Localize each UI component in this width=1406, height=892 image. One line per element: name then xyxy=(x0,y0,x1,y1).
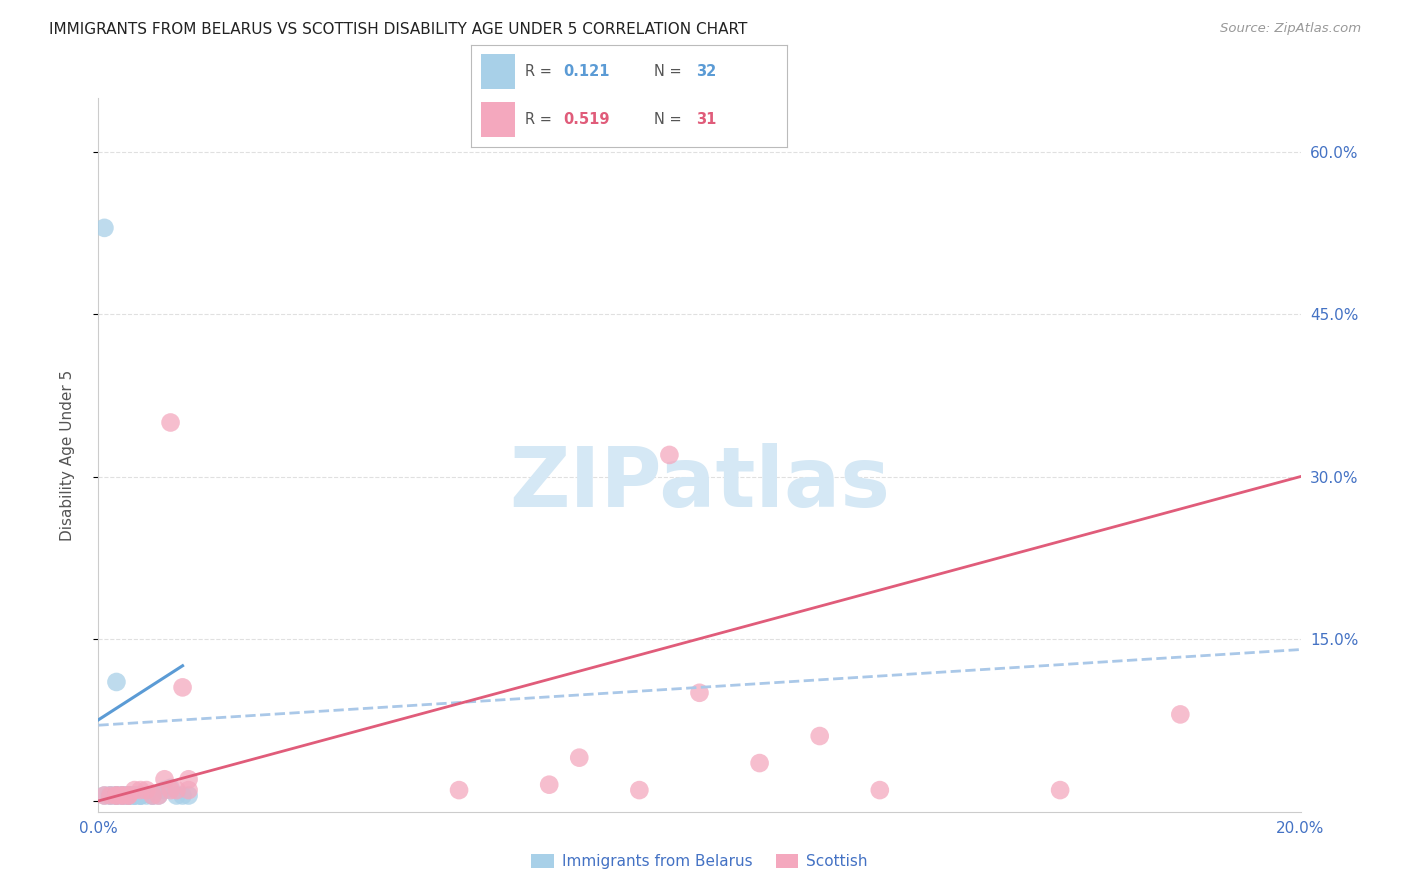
Point xyxy=(111,789,134,803)
Point xyxy=(447,783,470,797)
Point xyxy=(568,750,591,764)
Point xyxy=(117,789,139,803)
Bar xyxy=(481,54,516,88)
Point xyxy=(153,783,176,797)
Point xyxy=(105,789,128,803)
Point xyxy=(117,789,139,803)
Text: ZIPatlas: ZIPatlas xyxy=(509,443,890,524)
Point xyxy=(124,789,146,803)
Text: 0.519: 0.519 xyxy=(562,112,609,127)
Point xyxy=(141,789,163,803)
Point xyxy=(100,789,122,803)
Point xyxy=(869,783,891,797)
Point xyxy=(658,448,681,462)
Point xyxy=(129,789,152,803)
Legend: Immigrants from Belarus, Scottish: Immigrants from Belarus, Scottish xyxy=(526,848,873,875)
Point xyxy=(93,789,115,803)
Point xyxy=(100,789,122,803)
Point xyxy=(129,783,152,797)
Point xyxy=(105,789,128,803)
Point xyxy=(808,729,831,743)
Point xyxy=(628,783,651,797)
Point xyxy=(117,789,139,803)
Point xyxy=(748,756,770,770)
Text: Source: ZipAtlas.com: Source: ZipAtlas.com xyxy=(1220,22,1361,36)
Point xyxy=(177,783,200,797)
Point xyxy=(105,789,128,803)
Point xyxy=(117,789,139,803)
Text: 31: 31 xyxy=(696,112,716,127)
Point xyxy=(111,789,134,803)
Point xyxy=(129,789,152,803)
Point xyxy=(166,783,188,797)
Point xyxy=(166,789,188,803)
Point xyxy=(159,780,181,795)
Point xyxy=(100,789,122,803)
Point xyxy=(689,686,711,700)
Point xyxy=(153,772,176,787)
Point xyxy=(124,789,146,803)
Point xyxy=(105,789,128,803)
Point xyxy=(1049,783,1071,797)
Point xyxy=(117,789,139,803)
Point xyxy=(148,789,170,803)
Point xyxy=(172,681,194,695)
Point xyxy=(111,789,134,803)
Point xyxy=(141,789,163,803)
Point xyxy=(148,789,170,803)
Text: 0.121: 0.121 xyxy=(562,63,609,78)
Text: IMMIGRANTS FROM BELARUS VS SCOTTISH DISABILITY AGE UNDER 5 CORRELATION CHART: IMMIGRANTS FROM BELARUS VS SCOTTISH DISA… xyxy=(49,22,748,37)
Point xyxy=(124,783,146,797)
Point xyxy=(105,789,128,803)
Point xyxy=(159,783,181,797)
Point xyxy=(93,220,115,235)
Point xyxy=(172,789,194,803)
Point xyxy=(93,789,115,803)
Bar xyxy=(481,102,516,137)
Point xyxy=(141,789,163,803)
Point xyxy=(177,772,200,787)
Text: N =: N = xyxy=(655,63,686,78)
Point xyxy=(111,789,134,803)
Point xyxy=(135,789,157,803)
Point xyxy=(124,789,146,803)
Point xyxy=(1170,707,1192,722)
Point xyxy=(117,789,139,803)
Point xyxy=(177,789,200,803)
Y-axis label: Disability Age Under 5: Disability Age Under 5 xyxy=(60,369,75,541)
Point xyxy=(129,789,152,803)
Text: R =: R = xyxy=(524,63,557,78)
Point xyxy=(105,675,128,690)
Text: N =: N = xyxy=(655,112,686,127)
Point xyxy=(538,778,561,792)
Point xyxy=(135,783,157,797)
Point xyxy=(117,789,139,803)
Text: R =: R = xyxy=(524,112,557,127)
Text: 32: 32 xyxy=(696,63,716,78)
Point xyxy=(111,789,134,803)
Point xyxy=(117,789,139,803)
Point xyxy=(159,416,181,430)
